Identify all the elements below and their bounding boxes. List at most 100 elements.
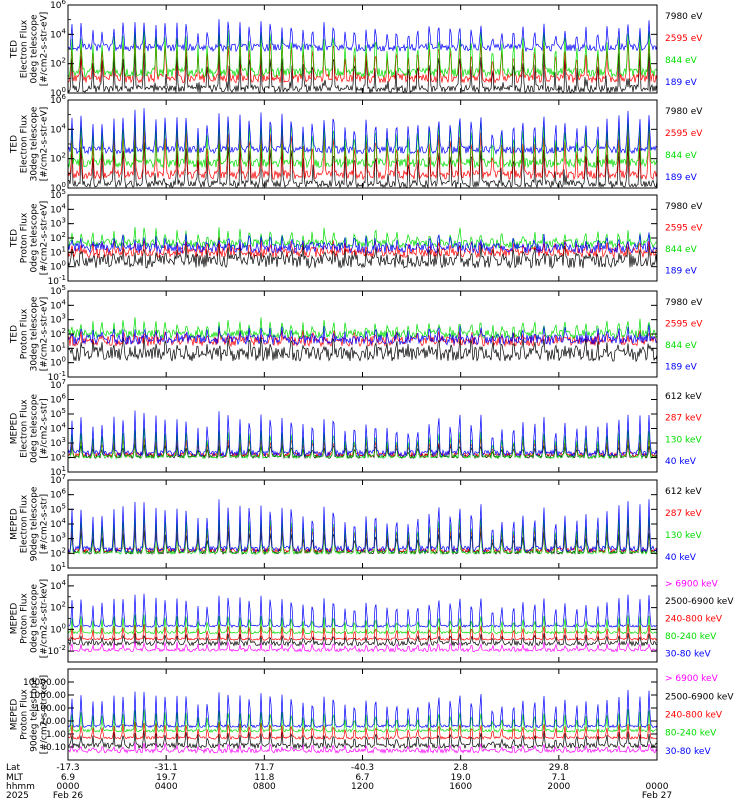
series-line--6900-kev (68, 742, 657, 754)
panel-ylabel: TEDElectron Flux0deg telescope[#/cm2-s-s… (10, 12, 50, 87)
panel-5-lines (68, 410, 657, 460)
y-tick-label: 106 (50, 393, 66, 406)
y-tick-label: 100 (50, 622, 66, 635)
y-tick-label: 102 (50, 57, 66, 70)
y-tick-label: 105 (50, 188, 66, 201)
legend-entry: 844 eV (665, 341, 698, 351)
x-tick-label: 1600 (449, 782, 472, 792)
panel-ylabel: TEDElectron Flux30deg telescope[#/cm2-s-… (10, 106, 50, 181)
y-tick-label: 104 (50, 122, 66, 135)
series-line-240-800-kev (68, 721, 657, 741)
y-tick-label: 105 (50, 284, 66, 297)
x-row-label: MLT (6, 773, 24, 783)
panel-7-lines (68, 593, 657, 653)
y-tick-label: 100 (50, 86, 66, 99)
y-tick-label: 101 (50, 245, 66, 258)
series-line-80-240-kev (68, 709, 657, 734)
panel-4-lines (68, 317, 657, 363)
panel-2-lines (68, 108, 657, 188)
legend-entry: 189 eV (665, 362, 698, 372)
legend-entry: 189 eV (665, 78, 698, 88)
y-tick-label: 100.00 (35, 704, 67, 714)
series-line-189-ev (68, 108, 657, 155)
series-line-80-240-kev (68, 614, 657, 635)
x-tick-label: 0800 (253, 782, 276, 792)
legend-entry: 30-80 keV (665, 649, 711, 659)
legend-entry: 240-800 keV (665, 711, 723, 721)
series-line-189-ev (68, 324, 657, 346)
y-tick-label: 0.10 (46, 743, 66, 753)
legend-entry: 2595 eV (665, 34, 703, 44)
x-tick-label: 7.1 (552, 773, 566, 783)
panel-6-lines (68, 499, 657, 556)
x-tick-label: 2.8 (454, 763, 469, 773)
legend-entry: 80-240 keV (665, 632, 717, 642)
series-line--6900-kev (68, 641, 657, 653)
x-tick-label: 29.8 (549, 763, 569, 773)
y-tick-label: 103 (50, 313, 66, 326)
x-row-label: Lat (6, 763, 21, 773)
legend-entry: 7980 eV (665, 202, 703, 212)
x-tick-label: 1200 (351, 782, 374, 792)
x-tick-label: 6.9 (61, 773, 76, 783)
x-tick-label: 11.8 (254, 773, 274, 783)
series-line-240-800-kev (68, 624, 657, 642)
y-tick-label: 104 (50, 202, 66, 215)
x-tick-label: 19.7 (156, 773, 176, 783)
panel-ylabel: MEPEDElectron Flux90deg telescope[#/cm2-… (10, 486, 50, 561)
legend-entry: 7980 eV (665, 298, 703, 308)
legend-entry: 844 eV (665, 245, 698, 255)
panel-ylabel: TEDProton Flux30deg telescope[#/cm2-s-st… (10, 296, 50, 371)
legend-entry: 240-800 keV (665, 615, 723, 625)
y-tick-label: 102 (50, 546, 66, 559)
y-tick-label: 103 (50, 532, 66, 545)
series-line-189-ev (68, 232, 657, 255)
y-tick-label: 103 (50, 217, 66, 230)
series-line-2595-ev (68, 123, 657, 181)
legend-entry: 2595 eV (665, 319, 703, 329)
legend-entry: 2595 eV (665, 129, 703, 139)
y-tick-label: 101 (50, 561, 66, 574)
x-row-label: hhmm (6, 782, 35, 792)
legend-entry: 7980 eV (665, 107, 703, 117)
y-tick-label: 100 (50, 260, 66, 273)
legend-entry: 30-80 keV (665, 747, 711, 757)
x-tick-label: Feb 26 (53, 791, 84, 800)
x-tick-label: 0400 (155, 782, 178, 792)
series-line-2595-ev (68, 237, 657, 259)
y-tick-label: 104 (50, 27, 66, 40)
y-tick-label: 10.00 (40, 717, 66, 727)
y-tick-label: 104 (50, 298, 66, 311)
y-tick-label: 107 (50, 473, 66, 486)
series-line-30-80-kev (68, 689, 657, 729)
legend-entry: 7980 eV (665, 12, 703, 22)
x-tick-label: -17.3 (56, 763, 79, 773)
series-line-844-ev (68, 226, 657, 250)
series-line-30-80-kev (68, 593, 657, 629)
y-tick-label: 107 (50, 378, 66, 391)
y-tick-label: 102 (50, 231, 66, 244)
legend-entry: 612 keV (665, 392, 702, 402)
legend-entry: 130 keV (665, 435, 702, 445)
y-tick-label: 10-1 (48, 370, 66, 383)
legend-entry: 40 keV (665, 553, 697, 563)
legend-entry: > 6900 keV (665, 674, 719, 684)
series-line-7980-ev (68, 241, 657, 269)
legend-entry: 40 keV (665, 457, 697, 467)
y-tick-label: 10-1 (48, 274, 66, 287)
x-tick-label: Feb 27 (642, 791, 672, 800)
x-tick-label: -40.3 (351, 763, 374, 773)
x-tick-label: 6.7 (355, 773, 369, 783)
series-line-2500-6900-kev (68, 632, 657, 647)
legend-entry: 287 keV (665, 509, 702, 519)
y-tick-label: 10-2 (48, 644, 66, 657)
y-tick-label: 102 (50, 451, 66, 464)
y-tick-label: 102 (50, 152, 66, 165)
